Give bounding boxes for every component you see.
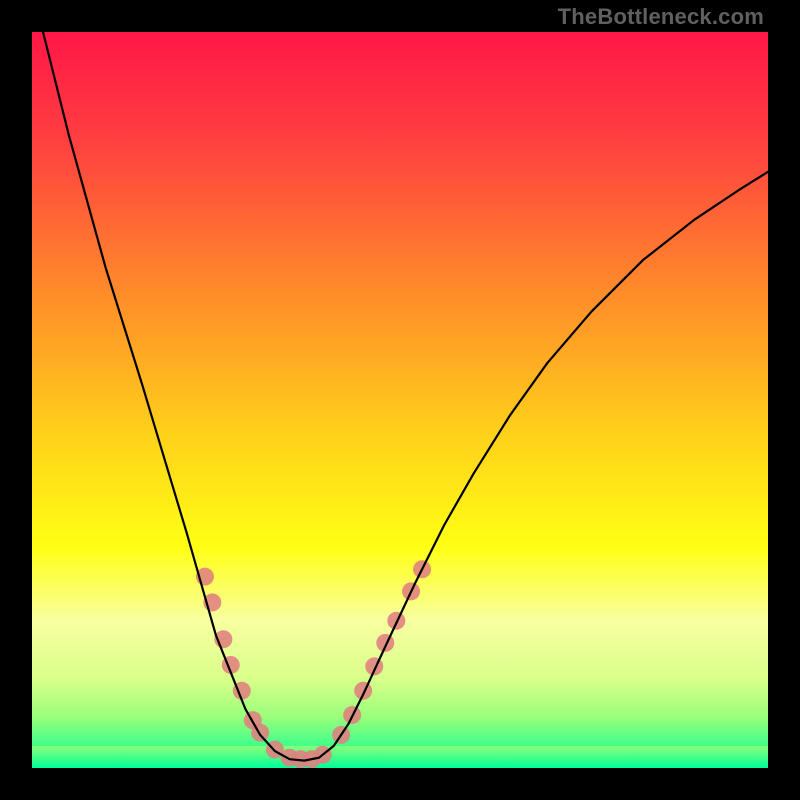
marker-point [354,682,372,700]
chart-frame: TheBottleneck.com [0,0,800,800]
curve-line [43,32,768,761]
watermark-text: TheBottleneck.com [558,4,764,30]
data-markers [196,560,431,768]
bottleneck-curve [32,32,768,768]
plot-area [32,32,768,768]
